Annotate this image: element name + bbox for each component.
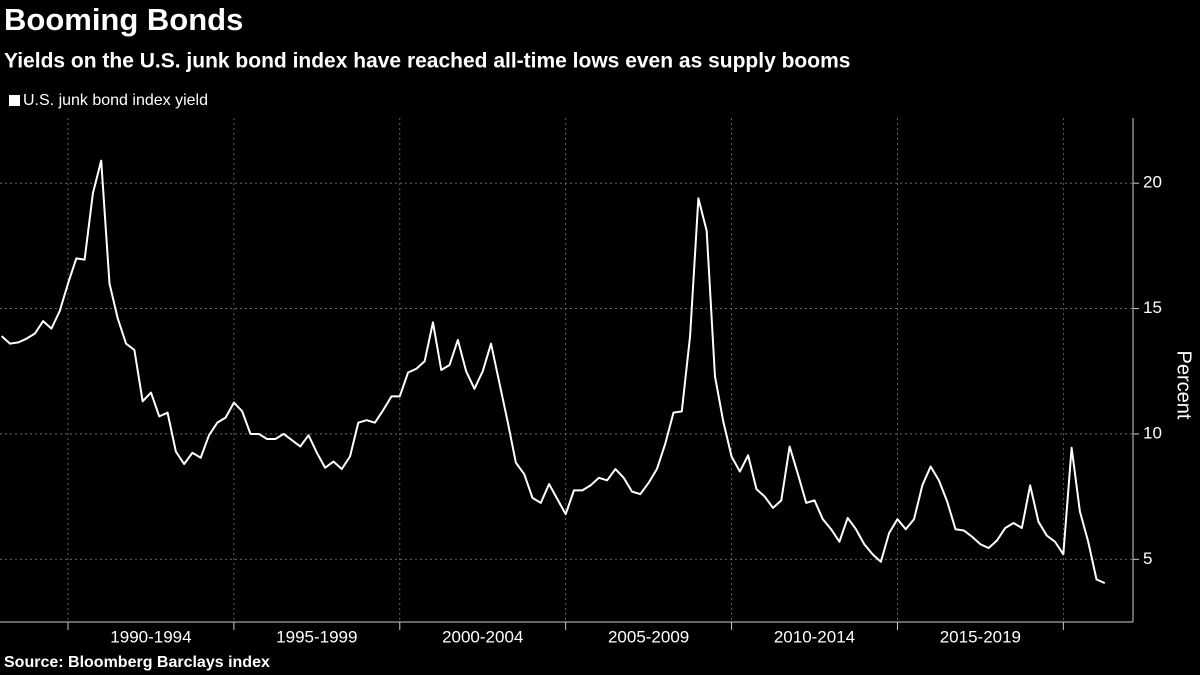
- x-tick-label: 2015-2019: [940, 627, 1021, 646]
- y-tick-label: 20: [1143, 173, 1162, 192]
- chart-title: Booming Bonds: [4, 2, 243, 37]
- x-tick-label: 1990-1994: [110, 627, 191, 646]
- chart-subtitle: Yields on the U.S. junk bond index have …: [4, 50, 850, 73]
- y-tick-label: 5: [1143, 549, 1152, 568]
- x-tick-label: 1995-1999: [276, 627, 357, 646]
- y-tick-label: 10: [1143, 423, 1162, 442]
- data-line: [0, 159, 1106, 585]
- y-tick-label: 15: [1143, 298, 1162, 317]
- x-tick-label: 2000-2004: [442, 627, 523, 646]
- legend-label: U.S. junk bond index yield: [23, 92, 208, 109]
- source: Source: Bloomberg Barclays index: [4, 654, 270, 671]
- x-tick-label: 2005-2009: [608, 627, 689, 646]
- legend-swatch: [9, 95, 20, 106]
- x-tick-label: 2010-2014: [774, 627, 855, 646]
- y-axis-label: Percent: [1173, 351, 1195, 420]
